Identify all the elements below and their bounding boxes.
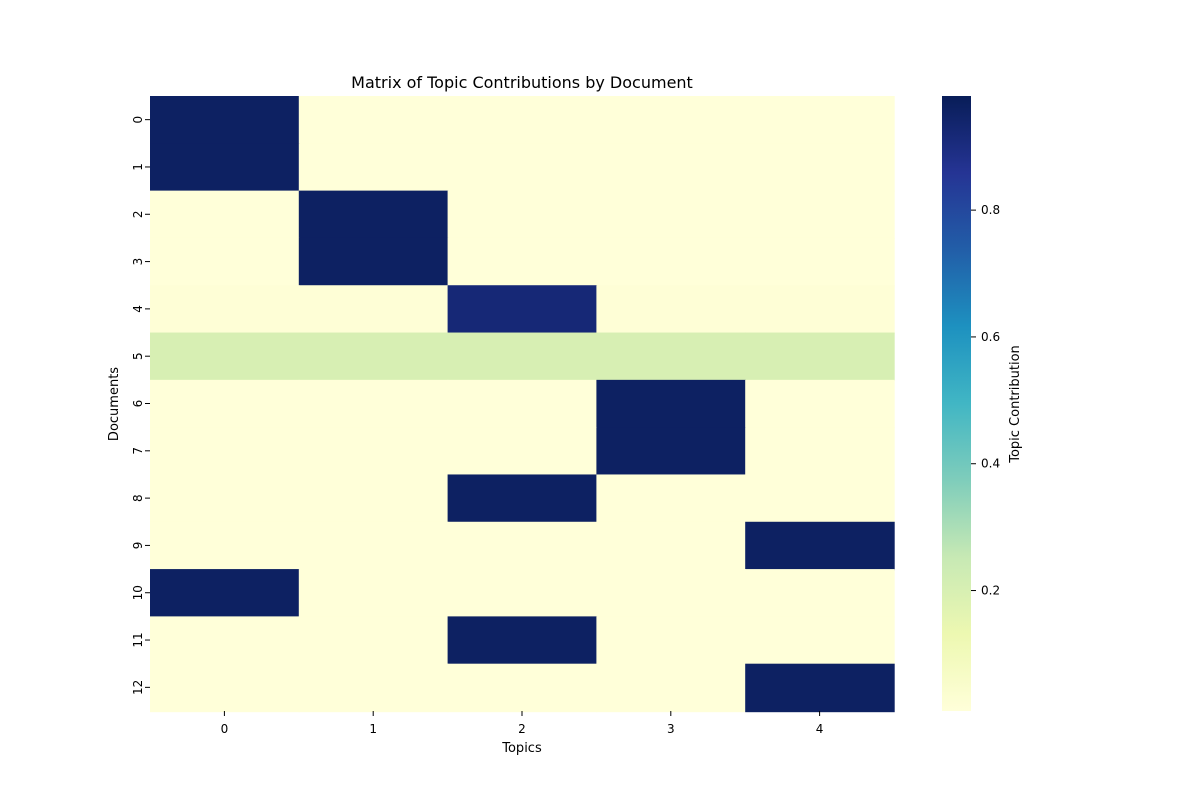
x-tick-label: 4 — [816, 722, 824, 736]
heatmap-cell — [150, 427, 300, 476]
colorbar-tick-label: 0.8 — [981, 203, 1000, 217]
heatmap-cell — [596, 237, 746, 287]
y-tick-label: 12 — [131, 680, 145, 695]
heatmap-cell — [298, 427, 449, 476]
chart-title: Matrix of Topic Contributions by Documen… — [351, 73, 693, 92]
heatmap-cell — [150, 190, 300, 240]
x-tick-label: 1 — [369, 722, 377, 736]
heatmap-cell — [447, 285, 598, 334]
heatmap-cell — [596, 332, 746, 382]
heatmap-cell — [150, 285, 300, 334]
heatmap-cell — [596, 474, 746, 523]
heatmap-cell — [298, 332, 449, 382]
heatmap-cell — [596, 521, 746, 571]
heatmap-cell — [745, 616, 895, 665]
heatmap-cell — [298, 569, 449, 618]
heatmap-cell — [447, 190, 598, 240]
heatmap-cell — [596, 190, 746, 240]
heatmap-cell — [447, 616, 598, 665]
heatmap-cell — [150, 96, 300, 145]
y-tick-label: 6 — [131, 400, 145, 408]
y-tick-label: 11 — [131, 632, 145, 647]
y-tick-label: 3 — [131, 258, 145, 266]
heatmap-cell — [447, 143, 598, 192]
heatmap-cell — [596, 569, 746, 618]
heatmap-cell — [298, 379, 449, 429]
y-axis-label: Documents — [107, 367, 122, 441]
y-tick-label: 10 — [131, 585, 145, 600]
heatmap-cells — [150, 96, 895, 713]
heatmap-cell — [745, 474, 895, 523]
heatmap-cell — [745, 237, 895, 287]
heatmap-cell — [596, 285, 746, 334]
heatmap-cell — [150, 237, 300, 287]
heatmap-cell — [447, 427, 598, 476]
heatmap-cell — [447, 332, 598, 382]
colorbar-tick-label: 0.4 — [981, 457, 1000, 471]
heatmap-cell — [298, 96, 449, 145]
heatmap-cell — [596, 379, 746, 429]
x-tick-label: 0 — [221, 722, 229, 736]
y-tick-label: 9 — [131, 542, 145, 550]
heatmap-cell — [447, 521, 598, 571]
heatmap-cell — [298, 663, 449, 713]
heatmap-cell — [745, 427, 895, 476]
heatmap-cell — [745, 521, 895, 571]
heatmap-cell — [298, 190, 449, 240]
heatmap-cell — [745, 569, 895, 618]
heatmap-cell — [447, 237, 598, 287]
heatmap-cell — [745, 379, 895, 429]
heatmap-cell — [596, 663, 746, 713]
heatmap-cell — [298, 237, 449, 287]
colorbar-label: Topic Contribution — [1008, 345, 1023, 464]
colorbar-tick-label: 0.6 — [981, 330, 1000, 344]
heatmap-cell — [745, 285, 895, 334]
x-tick-label: 2 — [518, 722, 526, 736]
heatmap-cell — [150, 379, 300, 429]
x-tick-label: 3 — [667, 722, 675, 736]
heatmap-cell — [298, 521, 449, 571]
heatmap-cell — [745, 332, 895, 382]
y-tick-label: 5 — [131, 352, 145, 360]
heatmap-cell — [150, 663, 300, 713]
x-axis-label: Topics — [501, 741, 542, 756]
heatmap-cell — [150, 616, 300, 665]
heatmap-cell — [150, 332, 300, 382]
colorbar-ticks: 0.2 0.4 0.6 0.8 — [971, 203, 1000, 598]
heatmap-cell — [745, 190, 895, 240]
y-tick-label: 8 — [131, 494, 145, 502]
heatmap-cell — [596, 143, 746, 192]
y-tick-label: 4 — [131, 305, 145, 313]
colorbar — [942, 96, 971, 711]
heatmap-cell — [447, 569, 598, 618]
heatmap-cell — [745, 143, 895, 192]
heatmap-cell — [298, 474, 449, 523]
heatmap-cell — [447, 474, 598, 523]
y-tick-label: 2 — [131, 210, 145, 218]
heatmap-cell — [298, 143, 449, 192]
heatmap-cell — [150, 143, 300, 192]
heatmap-cell — [150, 474, 300, 523]
heatmap-cell — [150, 521, 300, 571]
heatmap-cell — [298, 285, 449, 334]
heatmap-cell — [745, 96, 895, 145]
y-tick-label: 7 — [131, 447, 145, 455]
heatmap-cell — [150, 569, 300, 618]
heatmap-cell — [596, 96, 746, 145]
heatmap-cell — [298, 616, 449, 665]
heatmap-cell — [447, 379, 598, 429]
heatmap-cell — [447, 96, 598, 145]
colorbar-tick-label: 0.2 — [981, 584, 1000, 598]
heatmap-cell — [596, 616, 746, 665]
y-tick-label: 0 — [131, 116, 145, 124]
x-axis-ticks: 0 1 2 3 4 — [221, 711, 824, 736]
heatmap-cell — [447, 663, 598, 713]
y-tick-label: 1 — [131, 163, 145, 171]
heatmap-cell — [596, 427, 746, 476]
heatmap-cell — [745, 663, 895, 713]
